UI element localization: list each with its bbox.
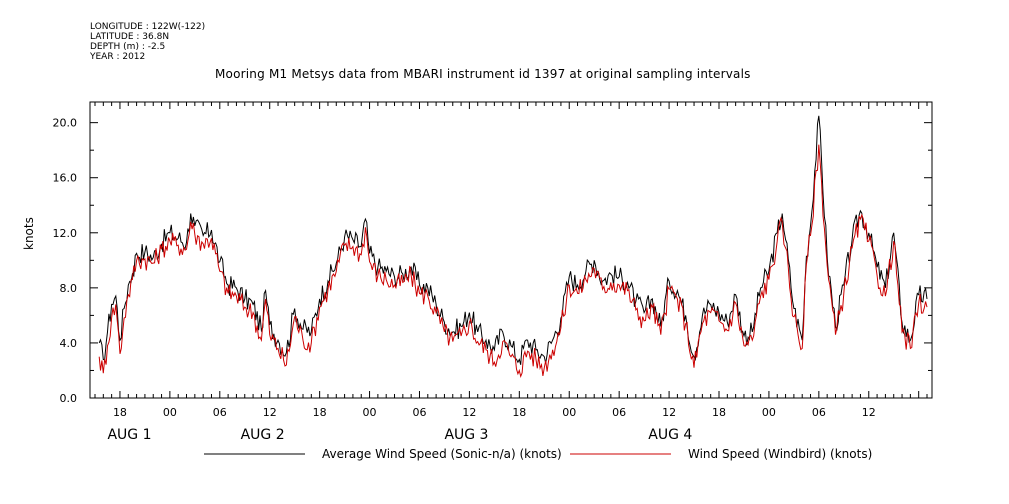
- x-tick-label: 18: [512, 406, 526, 419]
- x-tick-label: 12: [263, 406, 277, 419]
- legend-label-sonic: Average Wind Speed (Sonic-n/a) (knots): [322, 447, 562, 461]
- longitude-label: LONGITUDE : 122W(-122): [90, 22, 206, 32]
- x-tick-label: 00: [163, 406, 177, 419]
- series-line-sonic: [98, 115, 928, 365]
- x-tick-label: 06: [812, 406, 826, 419]
- x-tick-label: 00: [363, 406, 377, 419]
- y-tick-label: 16.0: [53, 172, 78, 185]
- series-line-windbird: [98, 144, 928, 379]
- x-tick-label: 18: [113, 406, 127, 419]
- x-tick-label: 06: [612, 406, 626, 419]
- x-tick-label: 12: [862, 406, 876, 419]
- x-date-label: AUG 1: [107, 427, 151, 443]
- plot-frame: [89, 101, 933, 399]
- x-tick-label: 06: [213, 406, 227, 419]
- y-tick-label: 4.0: [60, 337, 78, 350]
- x-tick-label: 12: [462, 406, 476, 419]
- legend-label-windbird: Wind Speed (Windbird) (knots): [688, 447, 873, 461]
- y-tick-label: 20.0: [53, 117, 78, 130]
- x-date-label: AUG 2: [241, 427, 285, 443]
- year-label: YEAR : 2012: [90, 52, 146, 62]
- y-tick-label: 12.0: [53, 227, 78, 240]
- x-tick-label: 00: [762, 406, 776, 419]
- x-date-label: AUG 3: [444, 427, 488, 443]
- x-tick-label: 12: [662, 406, 676, 419]
- y-tick-label: 8.0: [60, 282, 78, 295]
- depth-label: DEPTH (m) : -2.5: [90, 42, 166, 52]
- x-date-label: AUG 4: [648, 427, 692, 443]
- latitude-label: LATITUDE : 36.8N: [90, 32, 170, 42]
- x-tick-label: 00: [562, 406, 576, 419]
- x-tick-label: 18: [313, 406, 327, 419]
- x-tick-label: 06: [412, 406, 426, 419]
- y-tick-label: 0.0: [60, 392, 78, 405]
- x-tick-label: 18: [712, 406, 726, 419]
- chart-title: Mooring M1 Metsys data from MBARI instru…: [215, 67, 751, 81]
